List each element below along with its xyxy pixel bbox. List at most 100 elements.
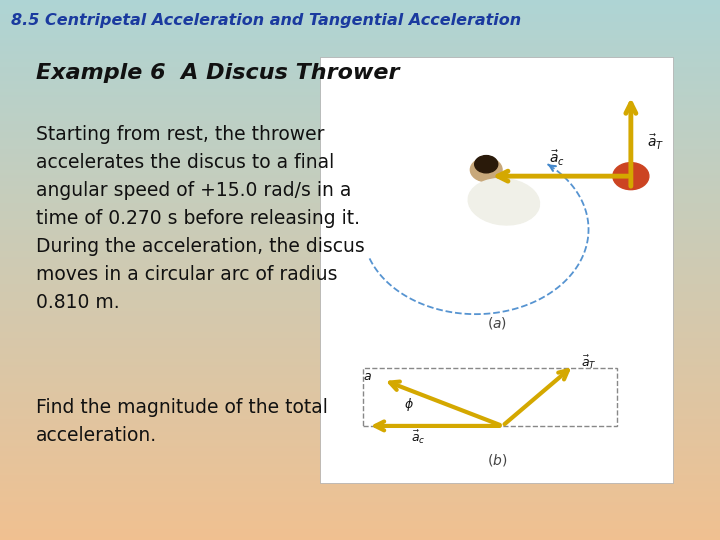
Bar	[0, 30, 720, 32]
Bar	[0, 246, 720, 248]
Bar	[0, 76, 720, 78]
Bar	[0, 292, 720, 294]
Bar	[0, 38, 720, 40]
Bar	[0, 267, 720, 270]
Bar	[0, 475, 720, 478]
Bar	[0, 119, 720, 122]
Bar	[0, 270, 720, 273]
Bar	[0, 418, 720, 421]
Bar	[0, 116, 720, 119]
Bar	[0, 19, 720, 22]
Text: 8.5 Centripetal Acceleration and Tangential Acceleration: 8.5 Centripetal Acceleration and Tangent…	[11, 13, 521, 28]
Bar	[0, 132, 720, 135]
Bar	[0, 184, 720, 186]
Bar	[0, 373, 720, 375]
Bar	[0, 235, 720, 238]
Bar	[0, 8, 720, 11]
Bar	[320, 57, 673, 483]
Ellipse shape	[468, 179, 539, 225]
Bar	[0, 262, 720, 265]
Bar	[0, 351, 720, 354]
Bar	[0, 281, 720, 284]
Bar	[0, 46, 720, 49]
Bar	[0, 462, 720, 464]
Bar	[0, 424, 720, 427]
Bar	[0, 516, 720, 518]
Bar	[0, 402, 720, 405]
Bar	[0, 502, 720, 505]
Bar	[0, 327, 720, 329]
Bar	[0, 127, 720, 130]
Bar	[0, 370, 720, 373]
Bar	[0, 159, 720, 162]
Text: $(a)$: $(a)$	[487, 315, 507, 332]
Bar	[0, 5, 720, 8]
Bar	[0, 408, 720, 410]
Bar	[0, 248, 720, 251]
Bar	[0, 448, 720, 451]
Bar	[0, 259, 720, 262]
Bar	[0, 219, 720, 221]
Bar	[0, 173, 720, 176]
Bar	[0, 392, 720, 394]
Bar	[0, 154, 720, 157]
Bar	[0, 364, 720, 367]
Bar	[0, 157, 720, 159]
Text: Find the magnitude of the total
acceleration.: Find the magnitude of the total accelera…	[36, 397, 328, 445]
Bar	[0, 381, 720, 383]
Bar	[0, 124, 720, 127]
Bar	[0, 113, 720, 116]
Bar	[0, 518, 720, 521]
Bar	[0, 57, 720, 59]
Bar	[0, 446, 720, 448]
Bar	[0, 11, 720, 14]
Bar	[0, 0, 720, 3]
Bar	[0, 70, 720, 73]
Bar	[0, 273, 720, 275]
Bar	[0, 300, 720, 302]
Bar	[0, 92, 720, 94]
Bar	[0, 143, 720, 146]
Bar	[0, 335, 720, 338]
Bar	[0, 40, 720, 43]
Bar	[0, 78, 720, 81]
Bar	[0, 138, 720, 140]
Bar	[0, 481, 720, 483]
Bar	[0, 508, 720, 510]
Bar	[0, 338, 720, 340]
Bar	[0, 89, 720, 92]
Bar	[0, 100, 720, 103]
Bar	[0, 54, 720, 57]
Bar	[0, 27, 720, 30]
Bar	[0, 513, 720, 516]
Bar	[0, 232, 720, 235]
Bar	[0, 208, 720, 211]
Bar	[0, 510, 720, 513]
Bar	[0, 440, 720, 443]
Bar	[0, 197, 720, 200]
Text: $\vec{a}_T$: $\vec{a}_T$	[647, 132, 664, 152]
Bar	[0, 521, 720, 524]
Bar	[0, 97, 720, 100]
Bar	[0, 367, 720, 370]
Bar	[0, 240, 720, 243]
Bar	[0, 14, 720, 16]
Bar	[0, 3, 720, 5]
Bar	[0, 105, 720, 108]
Bar	[0, 16, 720, 19]
Bar	[0, 94, 720, 97]
Bar	[0, 375, 720, 378]
Bar	[0, 162, 720, 165]
Bar	[0, 383, 720, 386]
Bar	[0, 84, 720, 86]
Bar	[0, 146, 720, 148]
Bar	[0, 316, 720, 319]
Bar	[0, 297, 720, 300]
Bar	[0, 470, 720, 472]
Bar	[0, 437, 720, 440]
Bar	[0, 227, 720, 229]
Bar	[0, 435, 720, 437]
Bar	[0, 189, 720, 192]
Bar	[0, 165, 720, 167]
Bar	[0, 151, 720, 154]
